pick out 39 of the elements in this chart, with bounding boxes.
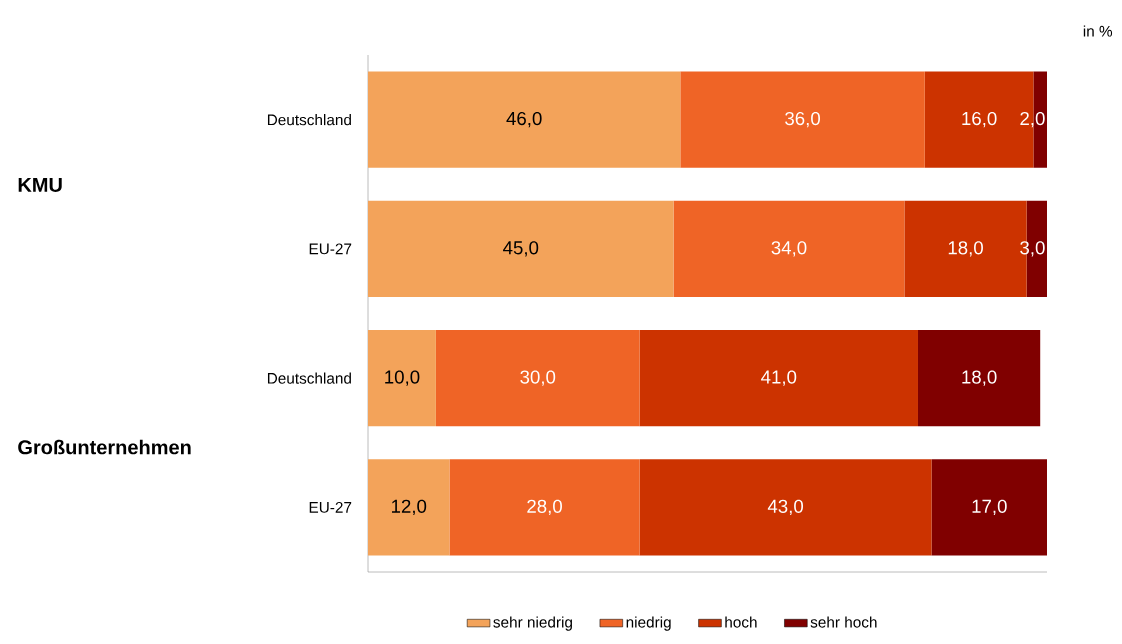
data-label: 45,0 [503,241,539,257]
legend-label: hoch [725,616,757,628]
data-label: 17,0 [972,499,1007,516]
legend-label: sehr hoch [810,616,877,628]
data-label: 46,0 [506,111,542,128]
legend-label: sehr niedrig [493,616,572,631]
legend-label: niedrig [626,616,671,631]
bar [368,459,450,556]
data-label: 28,0 [527,499,562,516]
data-label: 18,0 [948,241,983,257]
data-label: 16,0 [962,111,997,128]
bar [368,71,681,168]
y-tick-label: Deutschland [267,114,351,126]
y-tick-label: Deutschland [267,372,351,384]
data-label: 41,0 [761,370,797,386]
data-label: 18,0 [962,370,997,386]
data-label: 30,0 [520,370,556,386]
bar [931,459,1047,556]
bar [639,459,932,556]
data-label: 36,0 [785,111,821,128]
bar [368,330,436,427]
bar [673,200,905,297]
bar [917,330,1041,427]
data-label: 34,0 [771,241,807,257]
bar [368,200,674,297]
bar [449,459,640,556]
text: in % [1083,25,1113,37]
data-label: 43,0 [767,499,804,516]
bar [639,330,918,427]
data-label: 3,0 [1020,241,1045,257]
text: KMU [18,178,62,192]
y-tick-label: EU-27 [309,501,352,513]
text: Großunternehmen [18,439,191,455]
data-label: 10,0 [385,370,420,386]
y-tick-label: EU-27 [309,243,352,255]
data-label: 12,0 [392,499,427,516]
bar [680,71,925,168]
bar [435,330,640,427]
data-label: 2,0 [1020,111,1045,128]
